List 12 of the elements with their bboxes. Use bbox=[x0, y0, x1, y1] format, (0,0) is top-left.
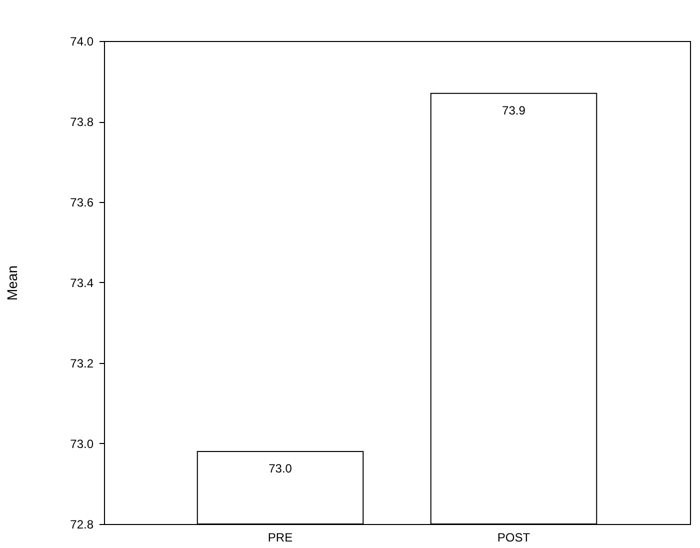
y-tick-label: 74.0 bbox=[70, 34, 94, 48]
data-label: 73.9 bbox=[502, 103, 526, 118]
y-tick-label: 72.8 bbox=[70, 518, 94, 532]
data-label: 73.0 bbox=[268, 462, 292, 476]
y-tick-label: 73.2 bbox=[70, 356, 94, 370]
x-tick-label: POST bbox=[497, 530, 531, 544]
y-tick-label: 73.4 bbox=[70, 276, 94, 290]
y-tick-label: 73.6 bbox=[70, 196, 94, 210]
y-tick-label: 73.8 bbox=[70, 115, 94, 129]
x-tick-label: PRE bbox=[268, 530, 293, 544]
y-axis-title: Mean bbox=[4, 265, 20, 301]
y-tick-label: 73.0 bbox=[70, 437, 94, 451]
